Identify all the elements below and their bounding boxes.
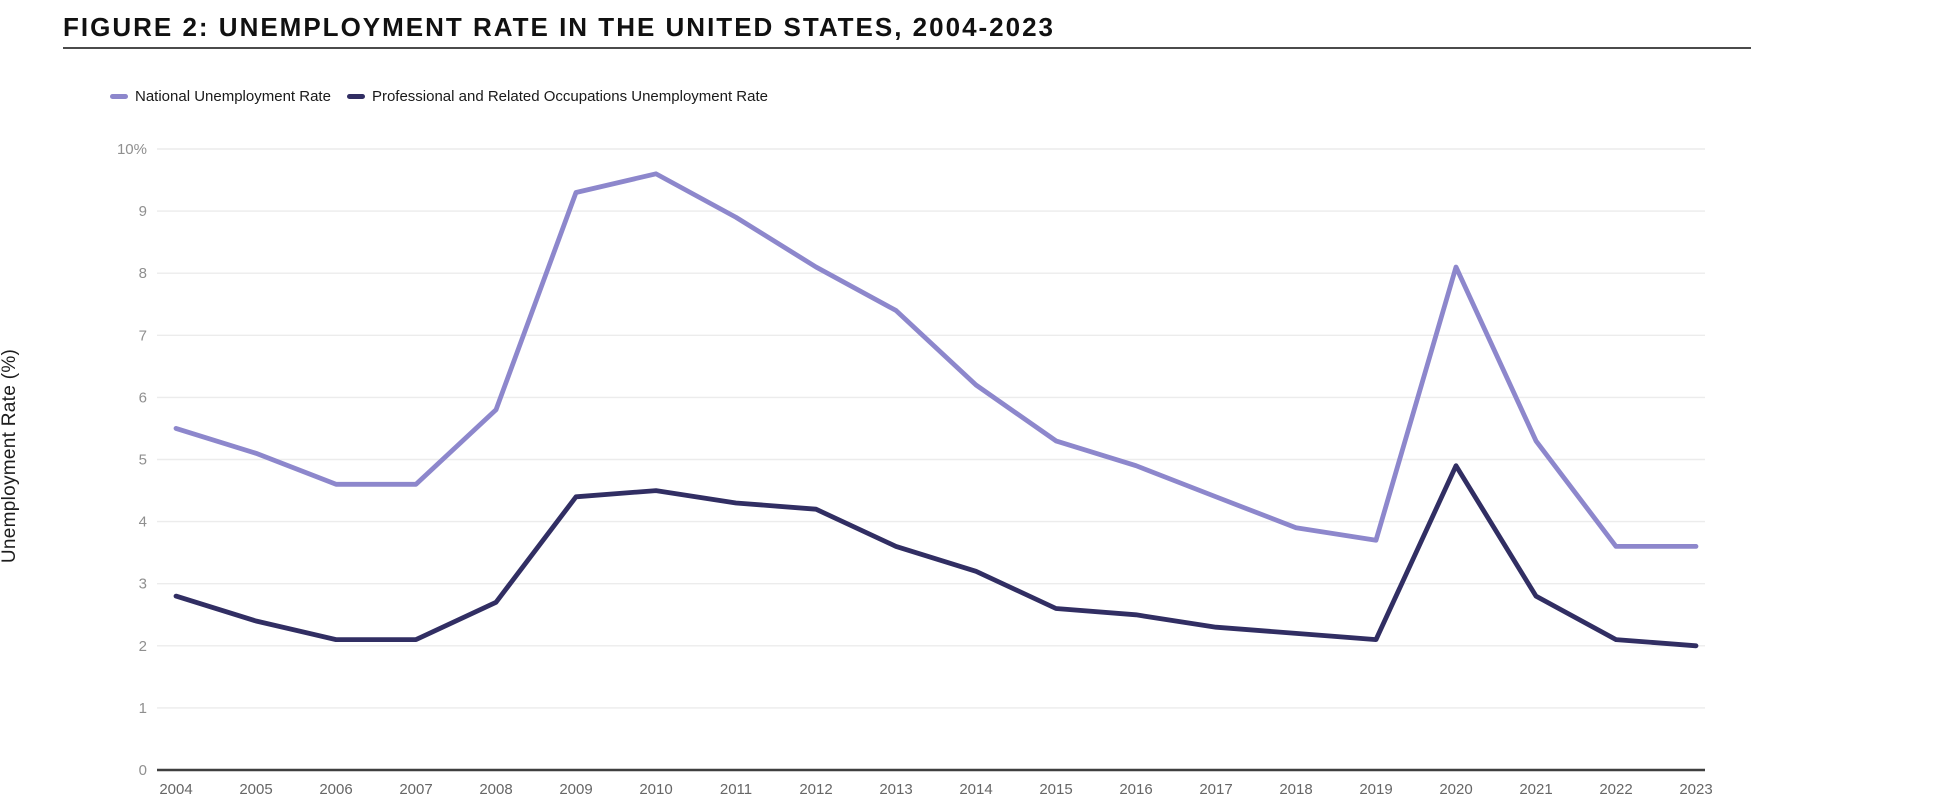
y-tick-label: 1 bbox=[139, 700, 147, 717]
x-tick-label: 2020 bbox=[1439, 781, 1472, 798]
figure-title: FIGURE 2: UNEMPLOYMENT RATE IN THE UNITE… bbox=[63, 12, 1056, 42]
legend-item-professional: Professional and Related Occupations Une… bbox=[346, 88, 768, 105]
x-tick-label: 2006 bbox=[319, 781, 352, 798]
x-tick-label: 2021 bbox=[1519, 781, 1552, 798]
x-tick-label: 2007 bbox=[399, 781, 432, 798]
x-tick-label: 2018 bbox=[1279, 781, 1312, 798]
chart-legend: National Unemployment Rate Professional … bbox=[110, 88, 768, 105]
y-tick-label: 9 bbox=[139, 203, 147, 220]
x-tick-label: 2012 bbox=[799, 781, 832, 798]
x-tick-label: 2010 bbox=[639, 781, 672, 798]
x-tick-label: 2011 bbox=[720, 781, 752, 798]
y-tick-label: 8 bbox=[139, 265, 147, 282]
title-rule bbox=[63, 47, 1751, 49]
y-tick-label: 3 bbox=[139, 576, 147, 593]
x-tick-label: 2019 bbox=[1359, 781, 1392, 798]
x-tick-label: 2013 bbox=[879, 781, 912, 798]
legend-swatch-national-icon bbox=[110, 94, 128, 99]
legend-label-professional: Professional and Related Occupations Une… bbox=[371, 88, 768, 105]
x-tick-label: 2009 bbox=[559, 781, 592, 798]
y-tick-label: 0 bbox=[139, 762, 147, 779]
y-tick-label: 7 bbox=[139, 327, 147, 344]
y-tick-label: 6 bbox=[139, 389, 147, 406]
x-tick-label: 2005 bbox=[239, 781, 272, 798]
legend-swatch-professional-icon bbox=[346, 94, 365, 99]
legend-label-national: National Unemployment Rate bbox=[135, 88, 331, 105]
legend-item-national: National Unemployment Rate bbox=[110, 88, 331, 105]
y-tick-label: 10% bbox=[117, 141, 147, 158]
x-tick-label: 2017 bbox=[1199, 781, 1232, 798]
series-line-national bbox=[173, 171, 1699, 549]
y-tick-label: 4 bbox=[139, 514, 147, 531]
y-tick-label: 2 bbox=[139, 638, 147, 655]
x-tick-label: 2004 bbox=[159, 781, 192, 798]
x-tick-label: 2023 bbox=[1679, 781, 1712, 798]
x-tick-label: 2015 bbox=[1039, 781, 1072, 798]
x-tick-label: 2016 bbox=[1119, 781, 1152, 798]
x-tick-label: 2008 bbox=[479, 781, 512, 798]
x-tick-label: 2014 bbox=[959, 781, 992, 798]
x-tick-label: 2022 bbox=[1599, 781, 1632, 798]
y-tick-label: 5 bbox=[139, 452, 147, 469]
series-line-professional bbox=[173, 463, 1699, 649]
